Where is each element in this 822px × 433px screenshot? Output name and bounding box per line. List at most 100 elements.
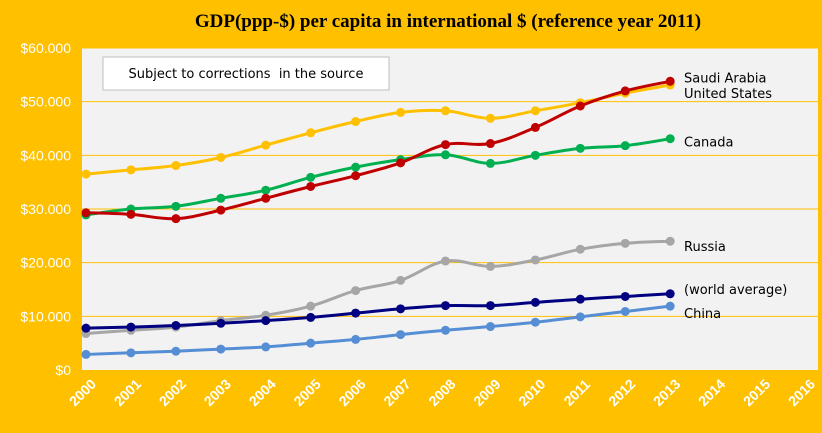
y-tick-label: $50.000 bbox=[20, 94, 71, 110]
data-point bbox=[396, 304, 406, 314]
series-label-china: China bbox=[684, 307, 721, 322]
data-point bbox=[81, 169, 91, 179]
data-point bbox=[441, 106, 450, 116]
data-point bbox=[81, 323, 91, 333]
x-tick-label: 2001 bbox=[111, 376, 144, 409]
data-point bbox=[620, 141, 630, 151]
data-point bbox=[306, 301, 316, 311]
data-point bbox=[126, 348, 136, 358]
data-point bbox=[441, 325, 450, 335]
data-point bbox=[306, 338, 316, 348]
data-point bbox=[620, 291, 630, 301]
data-point bbox=[575, 244, 585, 254]
data-point bbox=[396, 158, 406, 168]
x-tick-label: 2015 bbox=[740, 376, 773, 409]
data-point bbox=[396, 330, 406, 340]
data-point bbox=[216, 193, 226, 203]
data-point bbox=[575, 143, 585, 153]
data-point bbox=[126, 322, 136, 332]
data-point bbox=[485, 158, 495, 168]
data-point bbox=[530, 106, 540, 116]
data-point bbox=[351, 334, 361, 344]
data-point bbox=[530, 122, 540, 132]
chart-title: GDP(ppp-$) per capita in international $… bbox=[195, 11, 701, 32]
data-point bbox=[530, 255, 540, 265]
x-tick-label: 2004 bbox=[246, 376, 279, 409]
data-point bbox=[351, 162, 361, 172]
data-point bbox=[306, 312, 316, 322]
data-point bbox=[126, 209, 136, 219]
data-point bbox=[81, 208, 91, 218]
data-point bbox=[216, 152, 226, 162]
data-point bbox=[441, 301, 450, 311]
x-tick-label: 2013 bbox=[650, 376, 683, 409]
x-axis: 2000 2001 2002 2003 2004 2005 2006 2007 2008 2009… bbox=[66, 376, 818, 409]
y-tick-label: $40.000 bbox=[20, 147, 71, 163]
x-tick-label: 2016 bbox=[785, 376, 818, 409]
y-tick-label: $20.000 bbox=[20, 255, 71, 271]
data-point bbox=[171, 161, 181, 171]
x-tick-label: 2003 bbox=[201, 376, 234, 409]
series-label-united-states: United States bbox=[684, 87, 772, 102]
series-lines bbox=[81, 76, 675, 359]
data-point bbox=[441, 256, 450, 266]
y-tick-label: $0 bbox=[55, 362, 71, 378]
data-point bbox=[441, 140, 450, 150]
data-point bbox=[530, 297, 540, 307]
x-tick-label: 2002 bbox=[156, 376, 189, 409]
data-point bbox=[171, 214, 181, 224]
data-point bbox=[575, 101, 585, 111]
x-tick-label: 2011 bbox=[560, 376, 593, 409]
data-point bbox=[261, 316, 271, 326]
y-axis: $0 $10.000 $20.000 $30.000 $40.000 $50.000 $60… bbox=[20, 40, 71, 378]
series-label-world-average: (world average) bbox=[684, 283, 787, 298]
data-point bbox=[126, 165, 136, 175]
data-point bbox=[261, 193, 271, 203]
data-point bbox=[620, 307, 630, 317]
data-point bbox=[351, 117, 361, 127]
data-point bbox=[530, 150, 540, 160]
data-point bbox=[351, 171, 361, 181]
data-point bbox=[306, 128, 316, 138]
x-tick-label: 2006 bbox=[335, 376, 368, 409]
x-tick-label: 2009 bbox=[470, 376, 503, 409]
annotation-text: Subject to corrections in the source bbox=[129, 67, 364, 82]
data-point bbox=[485, 261, 495, 271]
x-tick-label: 2008 bbox=[425, 376, 458, 409]
data-point bbox=[575, 294, 585, 304]
y-tick-label: $10.000 bbox=[20, 308, 71, 324]
data-point bbox=[665, 236, 675, 246]
data-point bbox=[216, 344, 226, 354]
data-point bbox=[665, 134, 675, 144]
annotation-box: Subject to corrections in the source bbox=[102, 56, 390, 91]
data-point bbox=[261, 140, 271, 150]
y-tick-label: $30.000 bbox=[20, 201, 71, 217]
series-label-canada: Canada bbox=[684, 136, 733, 151]
x-tick-label: 2007 bbox=[380, 376, 413, 409]
data-point bbox=[485, 139, 495, 149]
data-point bbox=[216, 205, 226, 215]
data-point bbox=[485, 113, 495, 123]
data-point bbox=[261, 342, 271, 352]
data-point bbox=[216, 318, 226, 328]
data-point bbox=[665, 301, 675, 311]
data-point bbox=[351, 286, 361, 296]
data-point bbox=[306, 181, 316, 191]
data-point bbox=[441, 150, 450, 160]
data-point bbox=[351, 308, 361, 318]
x-tick-label: 2010 bbox=[515, 376, 548, 409]
x-tick-label: 2005 bbox=[290, 376, 323, 409]
data-point bbox=[485, 301, 495, 311]
data-point bbox=[306, 172, 316, 182]
series-label-russia: Russia bbox=[684, 240, 726, 255]
data-point bbox=[665, 76, 675, 86]
data-point bbox=[171, 346, 181, 356]
data-point bbox=[261, 185, 271, 195]
data-point bbox=[575, 312, 585, 322]
x-tick-label: 2000 bbox=[66, 376, 99, 409]
series-world-average bbox=[81, 289, 675, 333]
x-tick-label: 2012 bbox=[605, 376, 638, 409]
data-point bbox=[396, 275, 406, 285]
